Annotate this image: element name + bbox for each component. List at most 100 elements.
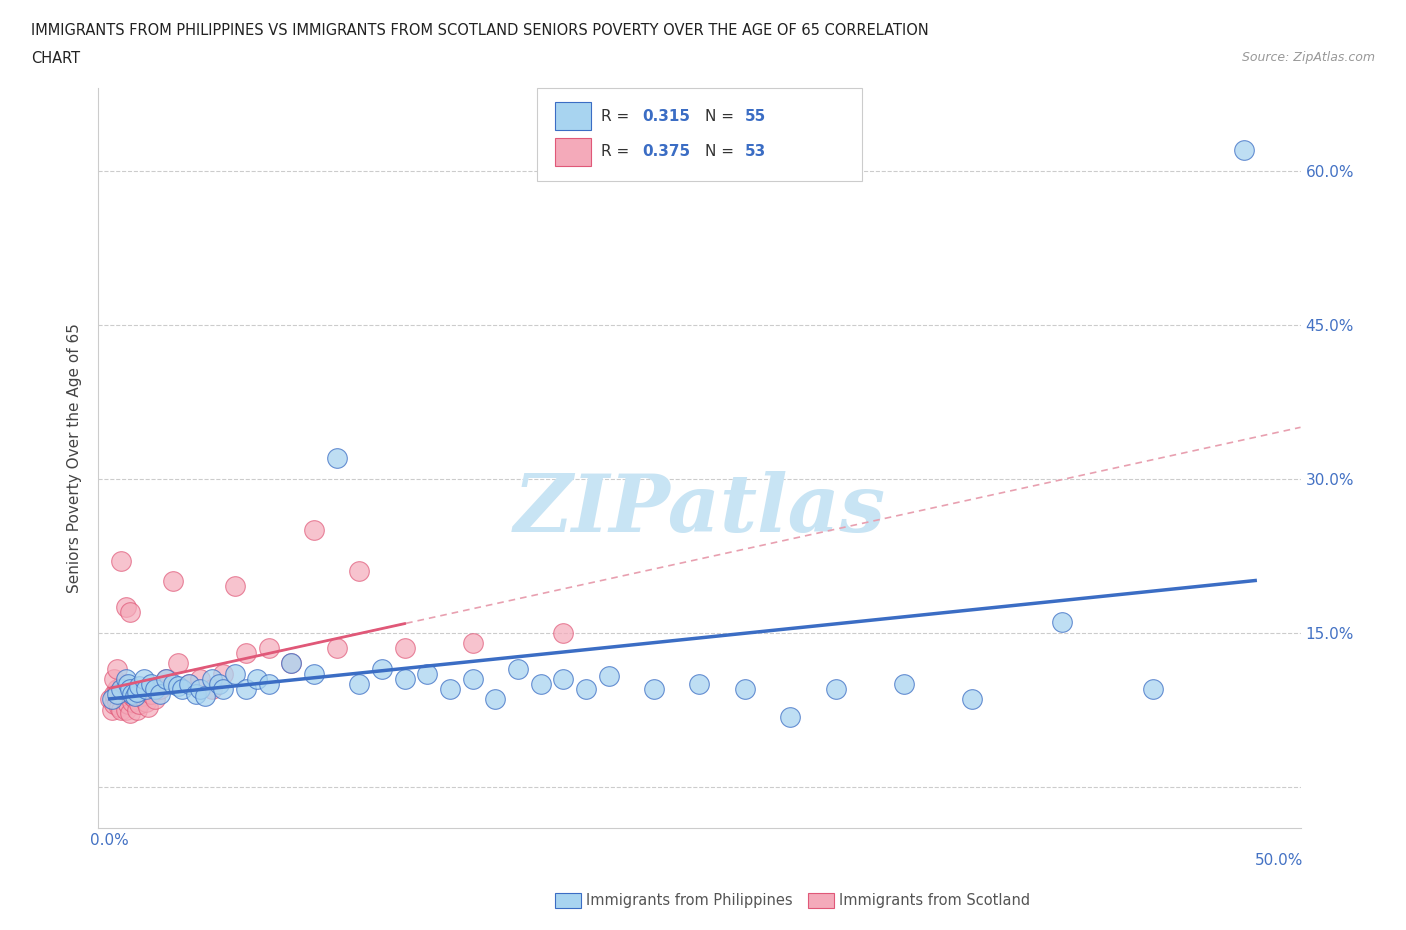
Point [101, 702, 124, 717]
Point [208, 676, 231, 691]
Point [172, 682, 194, 697]
Point [598, 669, 620, 684]
Point [98, 692, 121, 707]
Point [139, 686, 162, 701]
Point [179, 676, 201, 691]
Point [117, 689, 139, 704]
Point [124, 684, 146, 699]
FancyBboxPatch shape [555, 138, 592, 166]
Point [224, 666, 246, 681]
Point [143, 692, 166, 707]
Point [110, 682, 132, 697]
Point [117, 676, 139, 691]
Point [779, 710, 801, 724]
Point [461, 635, 484, 650]
Point [143, 682, 166, 697]
Point [105, 682, 128, 697]
Text: 50.0%: 50.0% [1256, 853, 1303, 868]
Point [131, 689, 153, 704]
Point [224, 579, 246, 594]
Point [201, 671, 224, 686]
Point [349, 676, 371, 691]
Point [246, 671, 269, 686]
Point [439, 682, 461, 697]
Point [194, 689, 217, 704]
Point [114, 600, 136, 615]
Point [110, 689, 132, 704]
Point [132, 684, 155, 699]
Point [114, 702, 136, 717]
Point [112, 682, 135, 697]
Point [136, 699, 159, 714]
Point [688, 676, 710, 691]
Point [506, 661, 529, 676]
Point [120, 682, 142, 697]
Point [120, 604, 142, 619]
Point [201, 682, 224, 697]
Point [325, 641, 347, 656]
Point [184, 686, 207, 701]
Point [114, 695, 136, 710]
Text: ZIPatlas: ZIPatlas [513, 471, 886, 549]
Point [139, 676, 162, 691]
Text: 0.375: 0.375 [641, 144, 690, 159]
Point [125, 684, 148, 699]
Point [349, 564, 371, 578]
Point [149, 682, 172, 697]
Point [124, 689, 146, 704]
Point [110, 702, 132, 717]
Point [257, 676, 280, 691]
Point [575, 682, 598, 697]
Text: Immigrants from Philippines: Immigrants from Philippines [586, 893, 793, 908]
Point [302, 666, 325, 681]
Point [112, 676, 135, 691]
Text: Immigrants from Scotland: Immigrants from Scotland [839, 893, 1031, 908]
Point [960, 692, 983, 707]
Text: R =: R = [600, 109, 634, 124]
Point [553, 671, 575, 686]
Text: N =: N = [706, 109, 740, 124]
Point [257, 641, 280, 656]
Point [103, 671, 125, 686]
Text: 55: 55 [745, 109, 766, 124]
Point [212, 682, 235, 697]
Point [166, 679, 188, 694]
Point [162, 676, 184, 691]
Point [643, 682, 665, 697]
Point [734, 682, 756, 697]
Point [105, 686, 128, 701]
Text: IMMIGRANTS FROM PHILIPPINES VS IMMIGRANTS FROM SCOTLAND SENIORS POVERTY OVER THE: IMMIGRANTS FROM PHILIPPINES VS IMMIGRANT… [31, 23, 929, 38]
Point [117, 698, 139, 712]
Point [149, 686, 172, 701]
Point [121, 689, 143, 704]
Point [103, 686, 125, 701]
Point [280, 656, 302, 671]
Point [124, 692, 146, 707]
Point [484, 692, 506, 707]
Point [103, 698, 125, 712]
Point [1142, 682, 1164, 697]
Text: N =: N = [706, 144, 740, 159]
Point [235, 645, 257, 660]
Point [128, 679, 150, 694]
Text: Source: ZipAtlas.com: Source: ZipAtlas.com [1241, 51, 1375, 64]
Point [155, 671, 177, 686]
Point [1052, 615, 1074, 630]
Point [132, 671, 155, 686]
Point [461, 671, 484, 686]
Point [416, 666, 439, 681]
Point [235, 682, 257, 697]
Point [166, 656, 188, 671]
Point [190, 671, 212, 686]
Point [105, 695, 128, 710]
Point [120, 682, 142, 697]
FancyBboxPatch shape [555, 102, 592, 130]
Point [553, 625, 575, 640]
Y-axis label: Seniors Poverty Over the Age of 65: Seniors Poverty Over the Age of 65 [67, 323, 83, 593]
Point [394, 641, 416, 656]
Point [212, 666, 235, 681]
Point [530, 676, 553, 691]
Point [125, 702, 148, 717]
Point [121, 695, 143, 710]
Point [101, 692, 124, 707]
